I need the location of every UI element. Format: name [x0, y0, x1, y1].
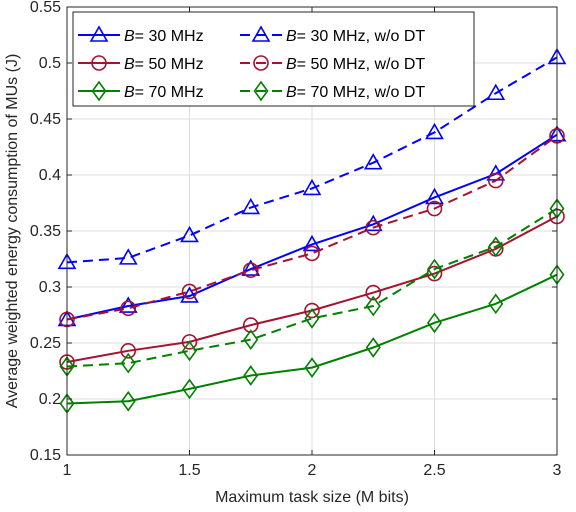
data-point	[425, 187, 444, 205]
legend-label-variable: B	[124, 28, 135, 45]
data-point	[120, 390, 136, 412]
y-tick-label: 0.45	[30, 111, 61, 128]
data-point	[487, 172, 504, 189]
legend-marker	[91, 55, 107, 71]
data-point	[304, 302, 320, 319]
data-point	[180, 225, 199, 243]
data-point	[180, 286, 199, 303]
axis-ticks: 1 1.5 2 2.5 3 0.15 0.2 0.25 0.3 0.35 0.4 0.45 0.5 0.5…	[30, 0, 562, 479]
data-point	[488, 293, 504, 315]
data-point	[120, 300, 137, 317]
data-point	[488, 236, 504, 258]
data-point	[120, 343, 137, 359]
series-line	[66, 273, 558, 405]
data-point	[243, 329, 259, 351]
data-point	[365, 295, 381, 317]
data-point	[120, 352, 136, 374]
data-point	[363, 153, 383, 170]
y-tick-label: 0.3	[39, 279, 61, 296]
legend-label-variable: B	[124, 56, 135, 73]
data-point	[242, 262, 259, 279]
data-point	[304, 307, 320, 329]
y-tick-label: 0.35	[30, 223, 61, 240]
legend-entry: B= 70 MHz, w/o DT	[240, 80, 425, 102]
data-point	[242, 317, 259, 333]
legend-label: B= 50 MHz, w/o DT	[286, 56, 425, 73]
data-point	[365, 219, 382, 236]
legend-marker	[253, 80, 269, 102]
data-point	[181, 283, 198, 300]
y-tick-label: 0.2	[39, 391, 61, 408]
legend-entry: B= 30 MHz, w/o DT	[240, 25, 425, 45]
series-line	[66, 207, 558, 368]
legend-marker	[89, 25, 109, 42]
data-point	[365, 337, 381, 358]
data-point	[304, 357, 320, 379]
data-point	[243, 365, 259, 386]
legend-entry: B= 50 MHz, w/o DT	[240, 55, 425, 73]
x-axis-label: Maximum task size (M bits)	[215, 489, 409, 506]
series-line	[66, 134, 558, 321]
legend-label: B= 30 MHz, w/o DT	[286, 28, 425, 45]
series-5	[59, 264, 565, 414]
legend-marker	[253, 55, 269, 71]
data-point	[363, 214, 383, 232]
y-tick-label: 0.4	[39, 167, 61, 184]
x-tick-label: 2	[308, 462, 317, 479]
series-4	[59, 128, 565, 328]
data-point	[118, 296, 138, 313]
legend-label-variable: B	[124, 84, 135, 101]
legend-label-variable: B	[286, 84, 297, 101]
x-tick-label: 3	[553, 462, 562, 479]
legend-label: B= 50 MHz	[124, 56, 204, 73]
data-point	[426, 200, 443, 217]
legend-entry: B= 50 MHz	[78, 55, 204, 73]
legend-label: B= 70 MHz	[124, 84, 204, 101]
legend-label-variable: B	[286, 28, 297, 45]
legend-label-text: = 30 MHz, w/o DT	[297, 28, 426, 45]
legend-entry: B= 30 MHz	[78, 25, 204, 45]
legend-marker	[91, 80, 107, 102]
legend-entry: B= 70 MHz	[78, 80, 204, 102]
data-point	[182, 378, 197, 400]
data-point	[304, 245, 320, 262]
legend-marker	[251, 25, 271, 42]
y-tick-label: 0.25	[30, 335, 61, 352]
data-point	[486, 83, 506, 101]
legend-label: B= 30 MHz	[124, 28, 204, 45]
x-tick-label: 1.5	[178, 462, 200, 479]
data-point	[302, 234, 322, 252]
series-line	[66, 56, 558, 264]
y-tick-label: 0.5	[39, 55, 61, 72]
legend: B= 30 MHz B= 30 MHz, w/o DTB= 50 MHz B= 50…	[72, 11, 475, 107]
y-tick-label: 0.15	[30, 447, 61, 464]
x-tick-label: 1	[63, 462, 72, 479]
y-axis-label: Average weighted energy consumption of M…	[4, 54, 21, 409]
legend-label-text: = 50 MHz, w/o DT	[297, 56, 426, 73]
data-point	[365, 284, 382, 301]
legend-label-variable: B	[286, 56, 297, 73]
data-point	[427, 258, 442, 280]
x-tick-label: 2.5	[423, 462, 445, 479]
data-point	[182, 340, 197, 362]
data-point	[427, 312, 442, 334]
legend-label: B= 70 MHz, w/o DT	[286, 84, 425, 101]
legend-label-text: = 50 MHz	[135, 56, 204, 73]
data-point	[118, 248, 138, 265]
legend-label-text: = 70 MHz, w/o DT	[297, 84, 426, 101]
legend-label-text: = 30 MHz	[135, 28, 204, 45]
legend-label-text: = 70 MHz	[135, 84, 204, 101]
y-tick-label: 0.55	[30, 0, 61, 16]
data-point	[302, 178, 322, 196]
data-point	[241, 197, 261, 215]
data-point	[425, 122, 444, 140]
data-point	[181, 334, 198, 350]
